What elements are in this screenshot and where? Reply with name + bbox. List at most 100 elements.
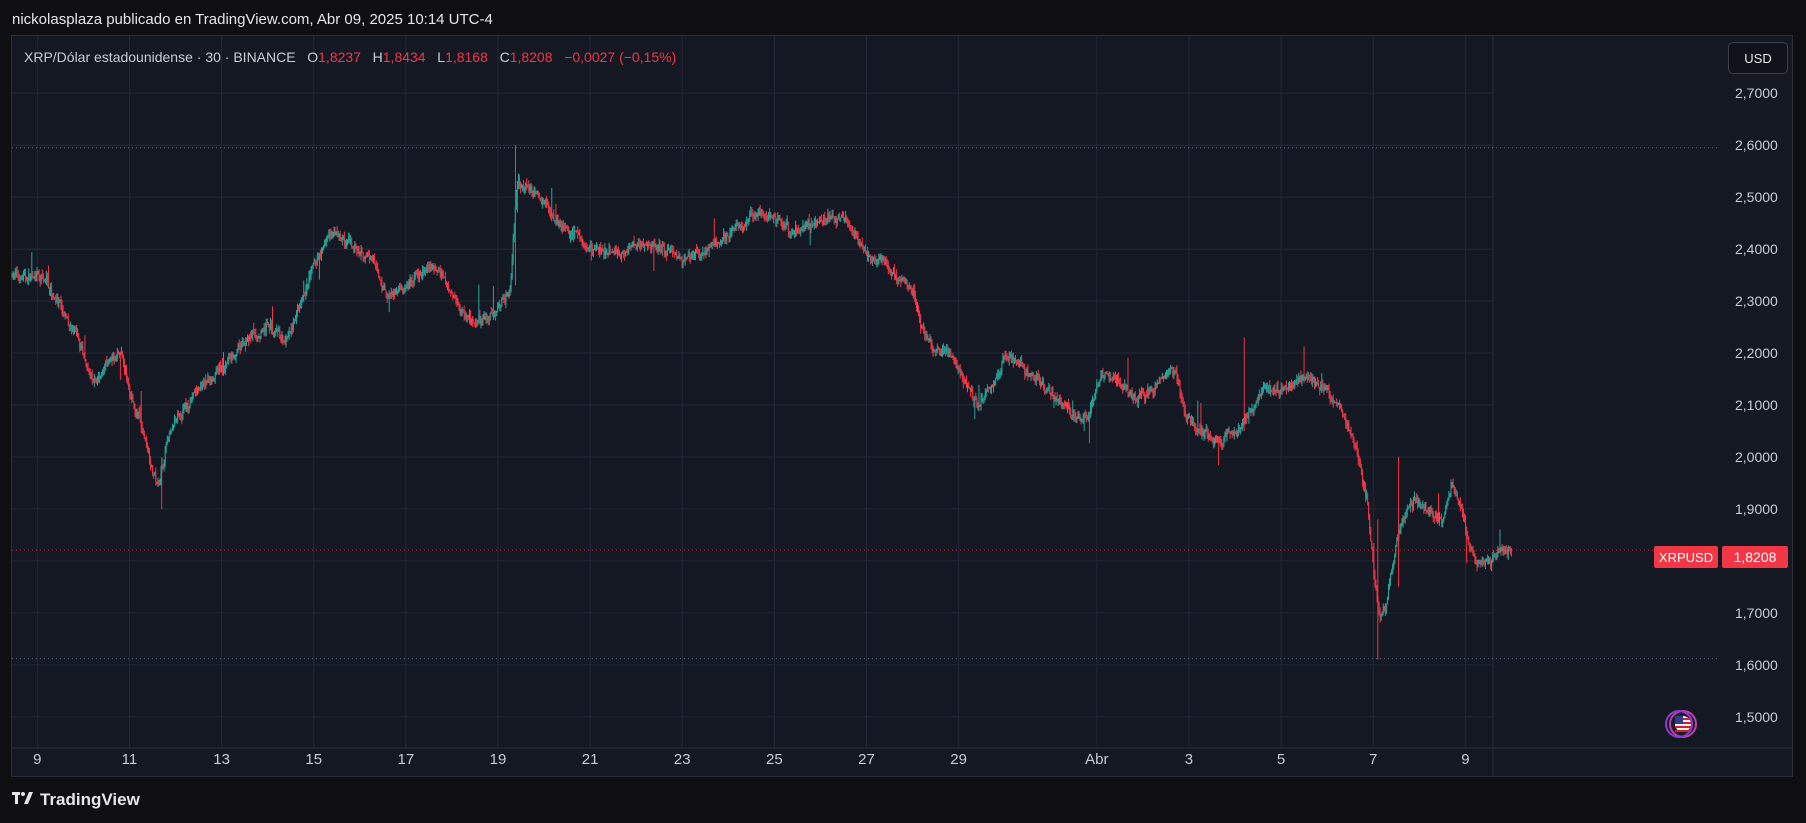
candle-body xyxy=(1488,557,1489,563)
candle-body xyxy=(1370,528,1372,541)
candle-body xyxy=(1492,555,1494,561)
candle-body xyxy=(1335,402,1337,404)
candle-body xyxy=(1224,434,1226,440)
candle-body xyxy=(768,212,769,218)
candle-body xyxy=(304,294,306,296)
candle-body xyxy=(1447,498,1449,503)
candle-body xyxy=(644,244,645,248)
tradingview-logo[interactable]: TradingView xyxy=(12,790,140,810)
candle-body xyxy=(1285,386,1287,389)
candle-body xyxy=(420,272,421,276)
candle-body xyxy=(261,329,263,331)
candle-body xyxy=(622,252,624,254)
candle-body xyxy=(34,275,36,278)
candle-body xyxy=(1085,413,1087,418)
candle-body xyxy=(869,255,871,257)
price-tick-label: 2,6000 xyxy=(1735,137,1778,153)
candle-body xyxy=(1138,393,1140,398)
candle-body xyxy=(321,250,322,256)
candle-body xyxy=(610,252,612,254)
candle-body xyxy=(690,256,692,259)
candle-body xyxy=(1325,388,1327,390)
candle-body xyxy=(1220,440,1222,445)
candle-body xyxy=(716,242,718,246)
candle-body xyxy=(1020,360,1022,365)
candle-body xyxy=(627,248,629,252)
candle-body xyxy=(624,254,626,256)
candle-body xyxy=(802,225,804,228)
candle-body xyxy=(864,250,866,252)
candle-body xyxy=(432,265,434,267)
candle-body xyxy=(276,329,278,332)
candle-body xyxy=(423,270,425,274)
candle-body xyxy=(652,242,654,246)
candle-body xyxy=(167,436,169,441)
candle-body xyxy=(388,293,390,295)
candle-body xyxy=(1070,410,1072,416)
candle-body xyxy=(775,216,777,222)
candle-body xyxy=(242,343,244,345)
candle-body xyxy=(1394,554,1396,561)
candle-body xyxy=(1254,404,1256,406)
candle-body xyxy=(1074,414,1076,417)
candle-body xyxy=(1007,358,1009,361)
candle-body xyxy=(994,380,996,385)
candle-body xyxy=(1009,352,1011,357)
candle-body xyxy=(933,350,935,352)
candle-body xyxy=(1425,508,1427,512)
candle-body xyxy=(1409,502,1411,507)
candle-body xyxy=(934,350,936,352)
candle-body xyxy=(1066,404,1067,408)
time-tick-label: Abr xyxy=(1085,751,1108,768)
candle-body xyxy=(225,363,227,370)
candle-body xyxy=(172,427,173,431)
candle-body xyxy=(824,217,826,222)
candle-body xyxy=(600,246,602,252)
candle-body xyxy=(838,214,840,218)
candle-body xyxy=(382,286,384,288)
candle-body xyxy=(424,268,426,274)
time-tick-label: 5 xyxy=(1277,751,1285,768)
candle-body xyxy=(911,290,913,296)
candle-body xyxy=(1282,387,1284,390)
candle-body xyxy=(176,418,178,422)
candle-body xyxy=(1456,492,1458,499)
candle-body xyxy=(476,320,478,322)
candle-body xyxy=(917,306,918,309)
candle-body xyxy=(1044,386,1046,391)
candle-body xyxy=(681,259,683,264)
candle-body xyxy=(752,214,754,217)
candle-body xyxy=(737,222,739,227)
currency-button[interactable]: USD xyxy=(1728,42,1788,74)
candle-body xyxy=(1440,517,1442,519)
candle-body xyxy=(1308,376,1310,378)
candle-body xyxy=(131,396,133,400)
candle-body xyxy=(103,370,105,372)
candle-body xyxy=(548,204,550,208)
candle-body xyxy=(1081,419,1083,422)
candle-body xyxy=(1110,377,1112,379)
us-flag-icon[interactable] xyxy=(1665,710,1697,738)
candle-body xyxy=(243,343,245,345)
candle-body xyxy=(638,243,640,246)
chart-panel[interactable] xyxy=(11,35,1793,777)
candle-body xyxy=(1500,547,1502,551)
candle-body xyxy=(57,297,59,303)
candle-body xyxy=(302,296,304,300)
candle-body xyxy=(1429,507,1431,512)
candle-body xyxy=(285,337,287,343)
candle-body xyxy=(754,214,756,218)
candle-body xyxy=(1201,428,1203,434)
candle-body xyxy=(1008,356,1010,361)
candle-body xyxy=(1402,517,1404,524)
candle-body xyxy=(1049,387,1051,395)
candle-body xyxy=(143,432,145,439)
candle-body xyxy=(713,242,715,246)
candles xyxy=(11,145,1512,660)
candle-body xyxy=(947,348,949,354)
candle-body xyxy=(165,444,167,450)
candle-body xyxy=(1330,400,1332,402)
candle-body xyxy=(1227,431,1229,433)
candle-body xyxy=(188,407,190,409)
